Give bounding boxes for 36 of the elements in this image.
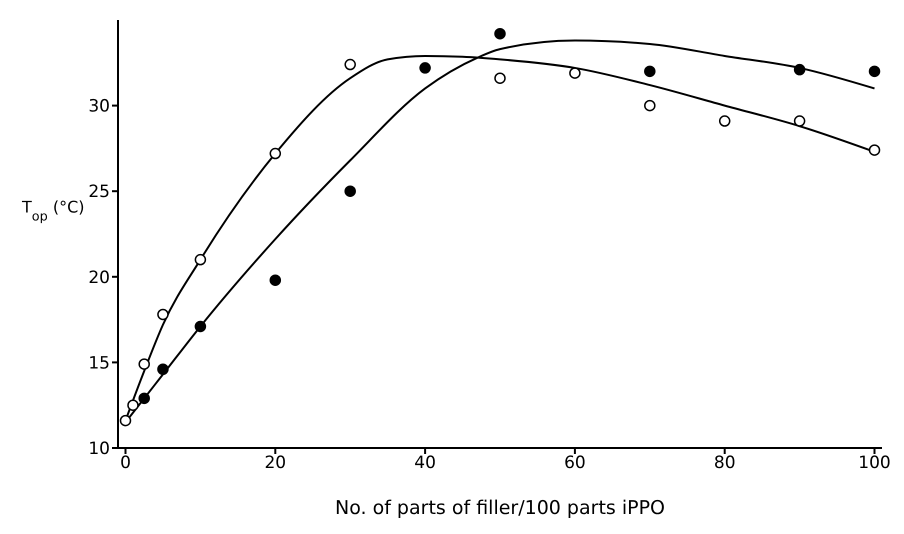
point xyxy=(718,115,730,127)
point xyxy=(127,399,139,411)
y-tick-label: 20 xyxy=(88,268,110,288)
y-tick-label: 30 xyxy=(88,96,110,117)
x-tick-label: 60 xyxy=(564,453,586,474)
point xyxy=(494,28,506,40)
point xyxy=(344,185,356,197)
x-tick-label: 0 xyxy=(120,453,131,474)
y-tick-label: 25 xyxy=(88,182,110,202)
point xyxy=(494,72,506,84)
point xyxy=(138,392,150,404)
point xyxy=(138,358,150,370)
point xyxy=(120,414,132,426)
x-tick-label: 80 xyxy=(714,453,736,474)
point xyxy=(569,67,581,79)
y-tick-label: 10 xyxy=(88,439,110,460)
point xyxy=(644,100,656,112)
point xyxy=(157,364,169,375)
x-tick-label: 40 xyxy=(414,453,436,474)
x-axis-title: No. of parts of filler/100 parts iPPO xyxy=(335,497,665,519)
point xyxy=(270,148,282,160)
point xyxy=(194,254,206,266)
point xyxy=(644,66,656,78)
x-tick-label: 20 xyxy=(264,453,286,474)
point xyxy=(157,308,169,320)
point xyxy=(270,274,282,286)
y-axis-title: T$_{op}$ (°C) xyxy=(21,198,84,224)
point xyxy=(794,64,806,76)
y-tick-label: 15 xyxy=(88,353,110,374)
point xyxy=(868,66,880,78)
point xyxy=(194,320,206,332)
point xyxy=(419,62,431,74)
point xyxy=(868,144,880,156)
x-tick-label: 100 xyxy=(858,453,891,474)
point xyxy=(344,58,356,70)
point xyxy=(794,115,806,127)
